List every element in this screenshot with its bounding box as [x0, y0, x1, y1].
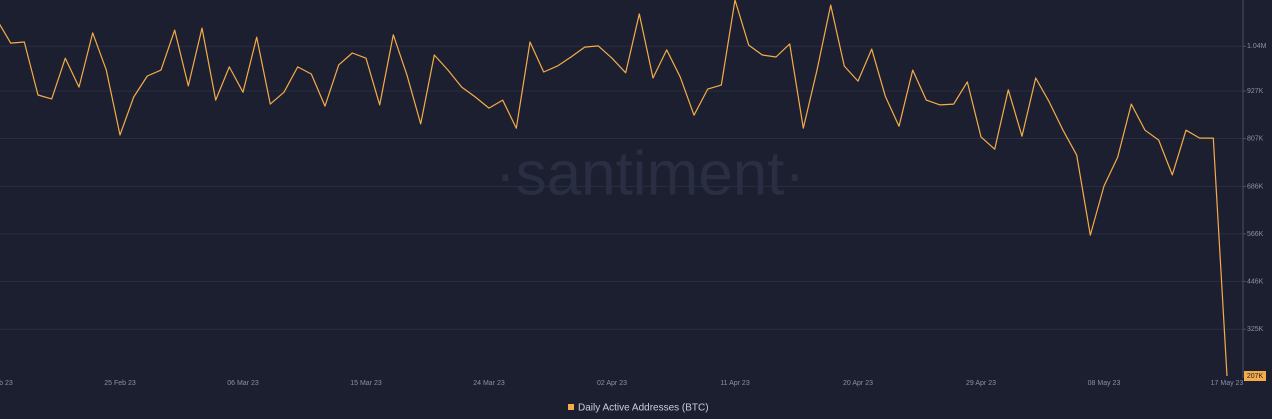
x-tick-label: 29 Apr 23	[966, 380, 996, 387]
last-value-label: 207K	[1247, 373, 1264, 380]
x-tick-label: 24 Mar 23	[473, 380, 505, 387]
x-tick-label: 11 Apr 23	[720, 380, 750, 387]
x-tick-label: 02 Apr 23	[597, 380, 627, 387]
x-tick-label: 20 Apr 23	[843, 380, 873, 387]
x-tick-label: 15 Mar 23	[350, 380, 382, 387]
x-tick-label: 08 May 23	[1088, 380, 1121, 387]
y-tick-label: 566K	[1247, 231, 1264, 238]
x-tick-label: 25 Feb 23	[104, 380, 136, 387]
watermark: ·santiment·	[495, 139, 805, 208]
y-tick-label: 807K	[1247, 135, 1264, 142]
y-tick-label: 927K	[1247, 88, 1264, 95]
last-value-badge	[1244, 371, 1266, 381]
x-tick-label: 17 May 23	[1211, 380, 1244, 387]
y-tick-label: 325K	[1247, 326, 1264, 333]
y-tick-label: 1.04M	[1247, 43, 1267, 50]
line	[0, 0, 1228, 377]
x-tick-label: 06 Mar 23	[227, 380, 259, 387]
y-tick-label: 446K	[1247, 278, 1264, 285]
y-tick-label: 686K	[1247, 183, 1264, 190]
legend-label: Daily Active Addresses (BTC)	[578, 403, 709, 414]
legend-swatch	[568, 404, 574, 410]
x-tick-label: 16 Feb 23	[0, 380, 13, 387]
